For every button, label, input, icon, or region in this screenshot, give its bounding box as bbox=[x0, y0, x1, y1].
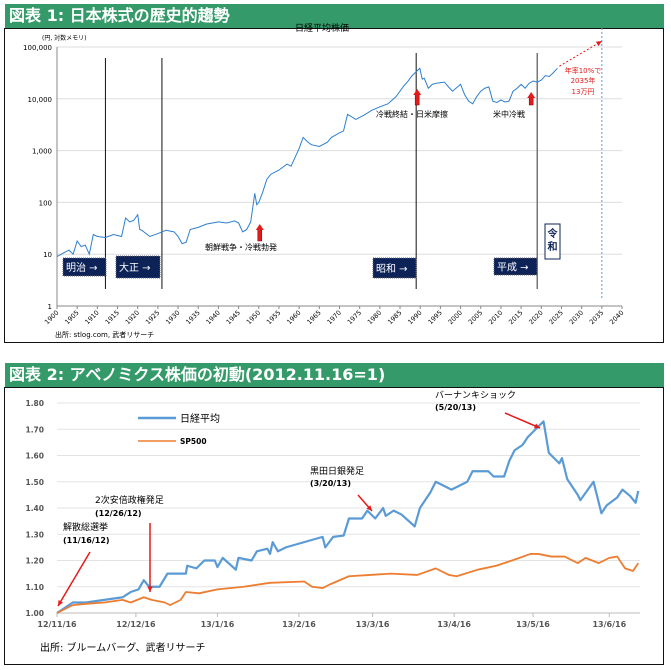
legend-sp500-label: SP500 bbox=[180, 437, 207, 446]
annotation-abe-date: (12/26/12) bbox=[95, 509, 142, 518]
annotation-kuroda-date: (3/20/13) bbox=[310, 479, 351, 488]
election-arrow-head bbox=[58, 600, 63, 606]
era-box bbox=[62, 257, 107, 277]
sp500-line bbox=[56, 553, 639, 614]
annotation-election-title: 解散総選挙 bbox=[63, 521, 108, 533]
figure1-heading: 図表 1: 日本株式の歴史的趨勢 bbox=[5, 4, 664, 28]
x-tick-label: 13/3/16 bbox=[356, 620, 390, 629]
nikkei-line bbox=[56, 420, 640, 614]
era-box bbox=[493, 257, 538, 276]
projection-arrow bbox=[559, 40, 603, 67]
chart1-title: 日経平均株価 bbox=[295, 22, 349, 34]
era-label-reiwa-char: 和 bbox=[547, 240, 558, 253]
x-tick-label: 13/2/16 bbox=[282, 620, 316, 629]
event-arrow-head bbox=[527, 92, 536, 98]
x-tick-label: 13/6/16 bbox=[592, 620, 626, 629]
annotation-coldwar-end: 冷戦終結・日米摩擦 bbox=[376, 109, 448, 119]
era-label: 平成 → bbox=[497, 262, 529, 274]
x-tick-label: 12/11/16 bbox=[37, 620, 77, 629]
y-tick-label: 1,000 bbox=[32, 148, 52, 156]
y-tick-label: 1.70 bbox=[25, 425, 44, 434]
event-arrow-head bbox=[413, 89, 422, 95]
x-tick-label: 13/5/16 bbox=[516, 620, 550, 629]
era-box bbox=[372, 257, 417, 279]
y-tick-label: 1.40 bbox=[25, 504, 44, 513]
chart2-source: 出所: ブルームバーグ、武者リサーチ bbox=[40, 641, 206, 654]
figure2-heading: 図表 2: アベノミクス株価の初動(2012.11.16=1) bbox=[5, 363, 664, 387]
kuroda-arrow-head bbox=[366, 505, 372, 511]
nikkei-line bbox=[56, 67, 558, 258]
chart1-source: 出所: stlog.com, 武者リサーチ bbox=[55, 330, 154, 339]
annotation-election-date: (11/16/12) bbox=[63, 536, 110, 545]
annotation-bernanke-date: (5/20/13) bbox=[435, 403, 476, 412]
abe-arrow-head bbox=[147, 586, 153, 592]
y-tick-label: 10,000 bbox=[28, 96, 53, 104]
y-tick-label: 1.10 bbox=[25, 583, 44, 592]
annotation-bernanke-title: バーナンキショック bbox=[435, 390, 516, 401]
y-tick-label: 10 bbox=[43, 251, 52, 259]
y-tick-label: 1.00 bbox=[25, 609, 44, 618]
y-tick-label: 100,000 bbox=[23, 44, 52, 52]
projection-line2: 2035年 bbox=[571, 76, 596, 85]
y-tick-label: 1.30 bbox=[25, 530, 44, 539]
annotation-korea: 朝鮮戦争・冷戦勃発 bbox=[205, 242, 277, 252]
y-tick-label: 1.80 bbox=[25, 399, 44, 408]
y-tick-label: 1.20 bbox=[25, 557, 44, 566]
x-tick-label: 13/1/16 bbox=[201, 620, 235, 629]
era-label: 明治 → bbox=[66, 261, 98, 274]
annotation-kuroda-title: 黒田日銀発足 bbox=[310, 465, 364, 477]
era-label: 大正 → bbox=[119, 261, 151, 274]
projection-line3: 13万円 bbox=[572, 88, 595, 96]
election-arrow bbox=[57, 551, 91, 607]
projection-line1: 年率10%で bbox=[565, 66, 602, 75]
projection-arrow-head bbox=[595, 41, 602, 47]
era-label: 昭和 → bbox=[376, 263, 408, 275]
figure2-panel bbox=[4, 387, 664, 665]
y-tick-label: 1.60 bbox=[25, 452, 44, 461]
y-tick-label: 1 bbox=[48, 303, 52, 311]
chart1-ylabel: (円, 対数メモリ) bbox=[42, 34, 87, 42]
era-box-reiwa bbox=[544, 223, 561, 260]
y-tick-label: 100 bbox=[39, 199, 52, 207]
bernanke-arrow-head bbox=[534, 423, 540, 429]
bernanke-arrow bbox=[504, 412, 541, 429]
era-label-reiwa-char: 令 bbox=[547, 227, 559, 240]
x-tick-label: 13/4/16 bbox=[437, 620, 471, 629]
legend-nikkei-label: 日経平均 bbox=[180, 412, 220, 425]
event-arrow-head bbox=[255, 224, 264, 230]
annotation-us-china: 米中冷戦 bbox=[493, 109, 525, 119]
y-tick-label: 1.50 bbox=[25, 478, 44, 487]
annotation-abe-title: 2次安倍政権発足 bbox=[95, 494, 164, 506]
era-box bbox=[115, 255, 161, 279]
x-tick-label: 12/12/16 bbox=[116, 620, 156, 629]
figure1-panel bbox=[4, 28, 664, 343]
